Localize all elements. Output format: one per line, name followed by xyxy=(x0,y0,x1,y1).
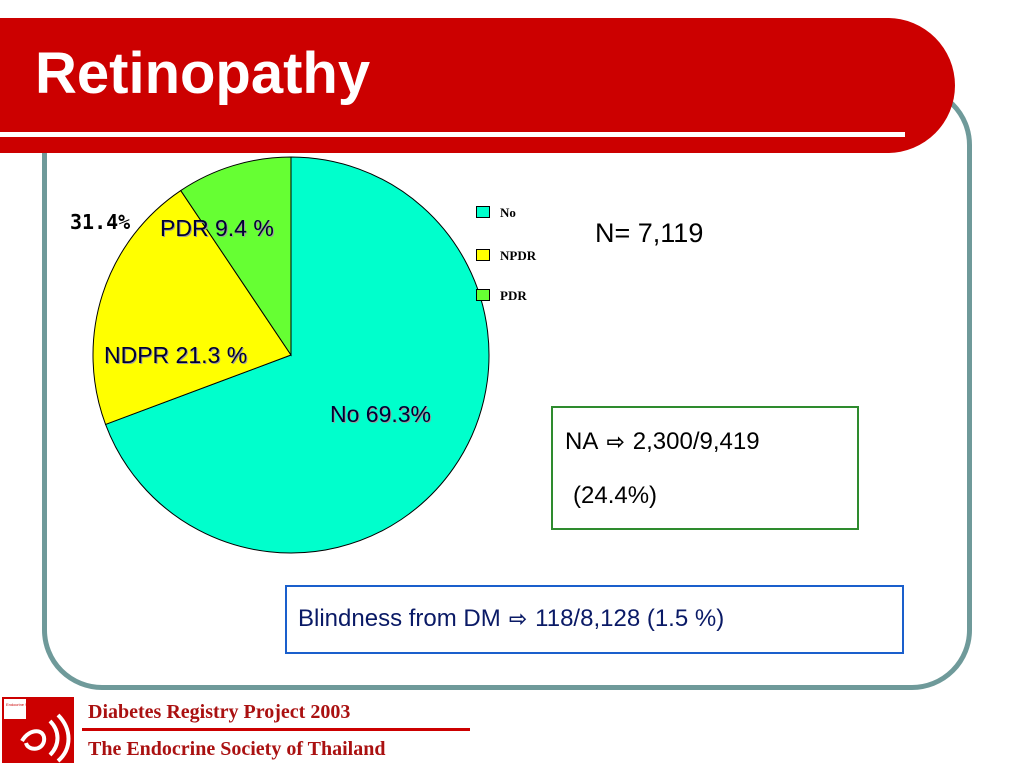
right-arrow-icon: ⇨ xyxy=(606,430,625,455)
footer-divider xyxy=(82,728,470,731)
title-underline xyxy=(0,132,905,137)
sample-size-label: N= 7,119 xyxy=(595,218,704,248)
blindness-value: 118/8,128 (1.5 %) xyxy=(535,605,725,632)
title-bar xyxy=(0,18,955,153)
slice-label-npdr: NDPR 21.3 % xyxy=(104,342,248,368)
logo-text: Endocrine Society of Thailand xyxy=(6,702,59,707)
slide-title: Retinopathy xyxy=(35,41,371,106)
footer-project: Diabetes Registry Project 2003 xyxy=(88,701,351,723)
legend-label-pdr: PDR xyxy=(500,288,527,303)
slice-label-pdr: PDR 9.4 % xyxy=(160,215,274,241)
blindness-label: Blindness from DM xyxy=(298,605,501,632)
na-label: NA xyxy=(565,428,599,455)
na-box: NA ⇨ 2,300/9,419 (24.4%) xyxy=(551,406,859,530)
footer-society: The Endocrine Society of Thailand xyxy=(88,738,386,760)
legend-label-no: No xyxy=(500,205,516,220)
retinopathy-total-label: 31.4% xyxy=(70,210,131,234)
pie-slice-no xyxy=(104,156,490,554)
na-value: 2,300/9,419 xyxy=(632,428,760,455)
legend-label-npdr: NPDR xyxy=(500,248,537,263)
blindness-line: Blindness from DM ⇨ 118/8,128 (1.5 %) xyxy=(298,605,724,633)
pie-slice-npdr xyxy=(92,189,292,426)
right-arrow-icon: ⇨ xyxy=(508,607,528,632)
slice-label-no: No 69.3% xyxy=(330,401,432,427)
pie-slice-pdr xyxy=(180,156,292,357)
na-percent: (24.4%) xyxy=(573,482,658,509)
endocrine-society-logo: Endocrine Society of Thailand xyxy=(2,697,74,763)
na-line: NA ⇨ 2,300/9,419 xyxy=(565,428,760,456)
legend-swatch-npdr xyxy=(476,249,490,261)
blindness-box: Blindness from DM ⇨ 118/8,128 (1.5 %) xyxy=(285,585,904,654)
legend-swatch-no xyxy=(476,206,490,218)
legend-swatch-pdr xyxy=(476,289,490,301)
